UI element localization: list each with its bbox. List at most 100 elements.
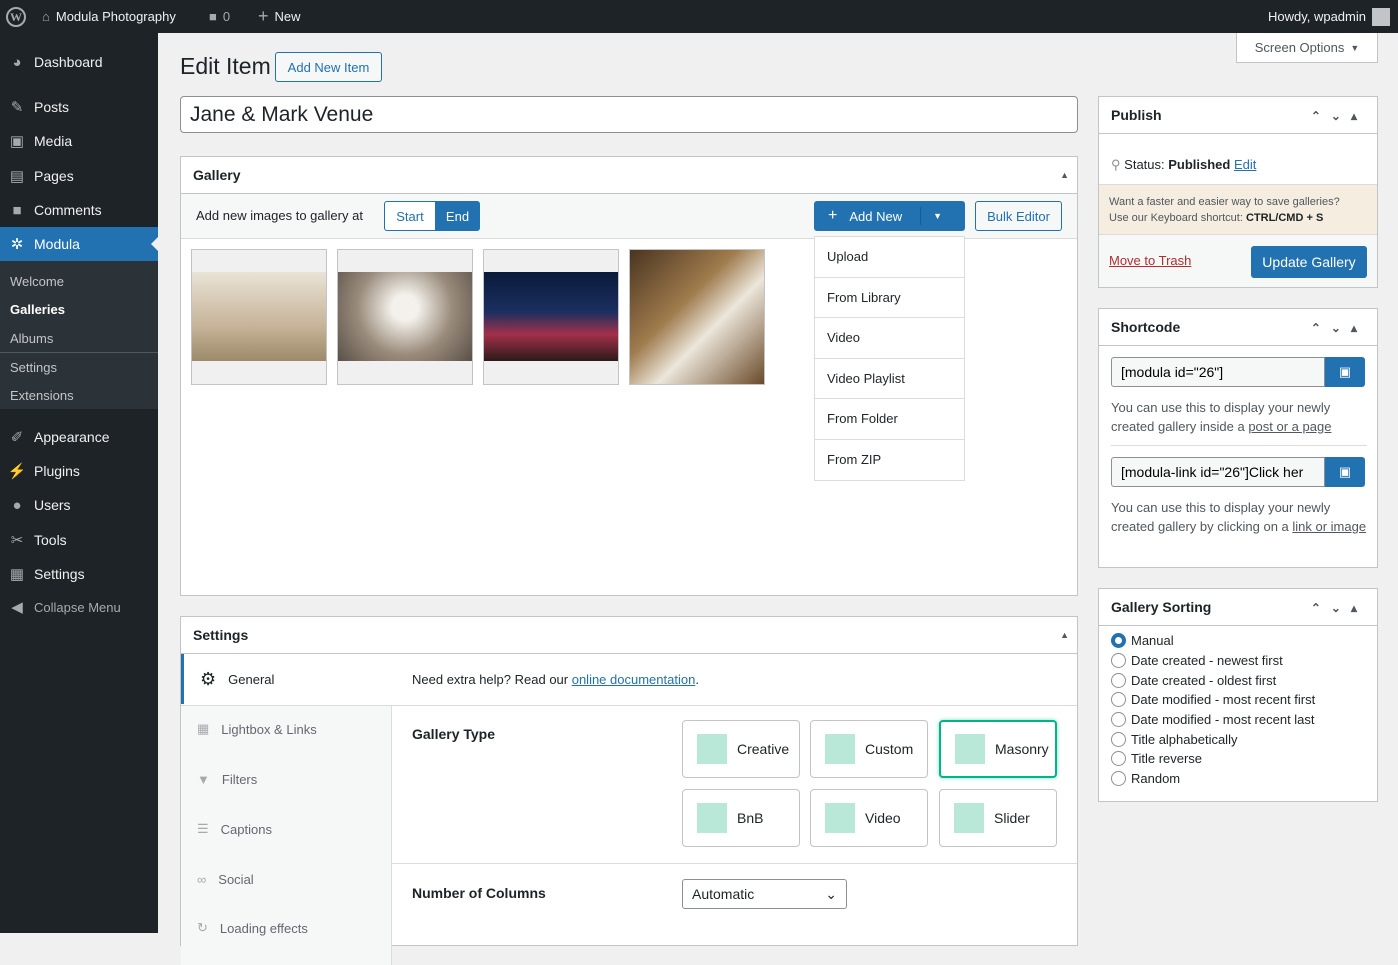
wordpress-logo-icon[interactable]: W xyxy=(6,0,26,33)
columns-label: Number of Columns xyxy=(412,885,546,901)
gallery-type-video[interactable]: Video xyxy=(810,789,928,847)
captions-icon: ☰ xyxy=(197,821,209,836)
bulk-editor-button[interactable]: Bulk Editor xyxy=(975,201,1062,231)
tab-social[interactable]: ∞ Social xyxy=(197,871,254,887)
tab-captions[interactable]: ☰ Captions xyxy=(197,821,272,837)
wrench-icon: ✂ xyxy=(10,532,24,549)
sidebar-item-tools[interactable]: ✂ Tools xyxy=(0,523,158,557)
columns-select[interactable]: Automatic ⌄ xyxy=(682,879,847,909)
add-new-item-button[interactable]: Add New Item xyxy=(275,52,382,82)
caret-down-icon[interactable]: ▼ xyxy=(933,211,943,221)
gallery-type-slider[interactable]: Slider xyxy=(939,789,1057,847)
sort-title-reverse[interactable]: Title reverse xyxy=(1111,751,1202,766)
admin-bar: W ⌂ Modula Photography ■ 0 + New Howdy, wpa… xyxy=(0,0,1398,33)
modula-submenu xyxy=(0,261,158,409)
site-name-link[interactable]: ⌂ Modula Photography xyxy=(42,9,176,24)
gallery-image[interactable] xyxy=(337,249,473,385)
update-gallery-button[interactable]: Update Gallery xyxy=(1251,246,1367,278)
sidebar-item-media[interactable]: ▣ Media xyxy=(0,124,158,158)
gallery-type-label: Gallery Type xyxy=(412,726,496,742)
publish-header[interactable]: Publish ⌃⌄▴ xyxy=(1099,97,1377,134)
gallery-image[interactable] xyxy=(191,249,327,385)
collapse-menu-button[interactable]: ◀ Collapse Menu xyxy=(0,590,158,624)
caret-down-icon: ▼ xyxy=(1350,42,1360,53)
sorting-header[interactable]: Gallery Sorting ⌃⌄▴ xyxy=(1099,589,1377,626)
sidebar-item-plugins[interactable]: ⚡ Plugins xyxy=(0,454,158,488)
publish-status: ⚲ Status: Published Edit xyxy=(1111,157,1257,172)
gallery-image[interactable] xyxy=(483,249,619,385)
tab-loading-effects[interactable]: ↻ Loading effects xyxy=(197,920,308,936)
sort-manual[interactable]: Manual xyxy=(1111,633,1174,648)
box-arrows-icon[interactable]: ⌃⌄▴ xyxy=(1310,321,1367,335)
sidebar-item-users[interactable]: ● Users xyxy=(0,488,158,522)
box-arrows-icon[interactable]: ⌃⌄▴ xyxy=(1310,109,1367,123)
gallery-type-custom[interactable]: Custom xyxy=(810,720,928,778)
shortcode-header[interactable]: Shortcode ⌃⌄▴ xyxy=(1099,309,1377,346)
custom-icon xyxy=(825,734,855,764)
sort-date-created-newest[interactable]: Date created - newest first xyxy=(1111,653,1283,668)
title-input[interactable] xyxy=(180,96,1078,133)
add-new-button[interactable]: + Add New ▼ xyxy=(814,201,965,231)
menu-item-video-playlist[interactable]: Video Playlist xyxy=(815,359,964,399)
user-icon: ● xyxy=(12,496,22,514)
modula-icon: ✲ xyxy=(10,236,24,253)
video-icon xyxy=(825,803,855,833)
settings-header[interactable]: Settings ▲ xyxy=(181,617,1077,654)
tab-general[interactable]: ⚙ General xyxy=(181,654,391,704)
new-content-link[interactable]: + New xyxy=(258,6,301,26)
comments-link[interactable]: ■ 0 xyxy=(209,9,231,24)
sort-date-created-oldest[interactable]: Date created - oldest first xyxy=(1111,673,1276,688)
sidebar-item-settings[interactable]: ▦ Settings xyxy=(0,557,158,591)
box-arrows-icon[interactable]: ⌃⌄▴ xyxy=(1310,601,1367,615)
account-link[interactable]: Howdy, wpadmin xyxy=(1268,0,1390,33)
sidebar-item-pages[interactable]: ▤ Pages xyxy=(0,159,158,193)
menu-item-from-library[interactable]: From Library xyxy=(815,278,964,318)
sidebar-item-comments[interactable]: ■ Comments xyxy=(0,193,158,227)
copy-icon: ▣ xyxy=(1338,464,1352,479)
slider-icon xyxy=(954,803,984,833)
tab-lightbox-links[interactable]: ▦ Lightbox & Links xyxy=(197,721,317,737)
move-to-trash-link[interactable]: Move to Trash xyxy=(1109,253,1192,268)
end-button[interactable]: End xyxy=(435,201,480,231)
documentation-link[interactable]: online documentation xyxy=(571,672,696,687)
shortcode-input[interactable] xyxy=(1111,357,1325,387)
start-button[interactable]: Start xyxy=(384,201,436,231)
link-shortcode-input[interactable] xyxy=(1111,457,1325,487)
toggle-icon[interactable]: ▲ xyxy=(1060,630,1069,640)
copy-shortcode-button[interactable]: ▣ xyxy=(1325,357,1365,387)
screen-options-button[interactable]: Screen Options ▼ xyxy=(1236,33,1378,63)
gallery-image[interactable] xyxy=(629,249,765,385)
menu-item-video[interactable]: Video xyxy=(815,318,964,359)
sidebar-item-dashboard[interactable]: ◕ Dashboard xyxy=(0,45,158,79)
sort-title-alpha[interactable]: Title alphabetically xyxy=(1111,732,1237,747)
filter-icon: ▼ xyxy=(197,771,210,787)
link-or-image-link[interactable]: link or image xyxy=(1292,519,1367,534)
tab-filters[interactable]: ▼ Filters xyxy=(197,771,258,787)
gallery-header[interactable]: Gallery ▲ xyxy=(181,157,1077,194)
submenu-albums[interactable]: Albums xyxy=(10,331,54,346)
sidebar-item-modula[interactable]: ✲ Modula xyxy=(0,227,158,261)
copy-link-shortcode-button[interactable]: ▣ xyxy=(1325,457,1365,487)
menu-item-from-folder[interactable]: From Folder xyxy=(815,399,964,440)
submenu-galleries[interactable]: Galleries xyxy=(10,302,65,317)
submenu-settings[interactable]: Settings xyxy=(10,360,57,375)
sort-date-modified-recent-first[interactable]: Date modified - most recent first xyxy=(1111,692,1315,707)
gallery-type-masonry[interactable]: Masonry xyxy=(939,720,1057,778)
shortcut-tip: Want a faster and easier way to save gal… xyxy=(1099,184,1377,234)
toggle-icon[interactable]: ▲ xyxy=(1060,170,1069,180)
menu-item-upload[interactable]: Upload xyxy=(815,237,964,278)
sort-random[interactable]: Random xyxy=(1111,771,1180,786)
submenu-extensions[interactable]: Extensions xyxy=(10,388,74,403)
gallery-type-creative[interactable]: Creative xyxy=(682,720,800,778)
gallery-type-bnb[interactable]: BnB xyxy=(682,789,800,847)
comment-icon: ■ xyxy=(209,9,217,24)
sort-date-modified-recent-last[interactable]: Date modified - most recent last xyxy=(1111,712,1315,727)
bnb-icon xyxy=(697,803,727,833)
sidebar-item-posts[interactable]: ✎ Posts xyxy=(0,90,158,124)
pin-icon: ⚲ xyxy=(1111,157,1121,172)
edit-status-link[interactable]: Edit xyxy=(1233,157,1257,172)
post-or-page-link[interactable]: post or a page xyxy=(1248,419,1332,434)
menu-item-from-zip[interactable]: From ZIP xyxy=(827,452,882,468)
submenu-welcome[interactable]: Welcome xyxy=(10,274,64,289)
sidebar-item-appearance[interactable]: ✐ Appearance xyxy=(0,420,158,454)
